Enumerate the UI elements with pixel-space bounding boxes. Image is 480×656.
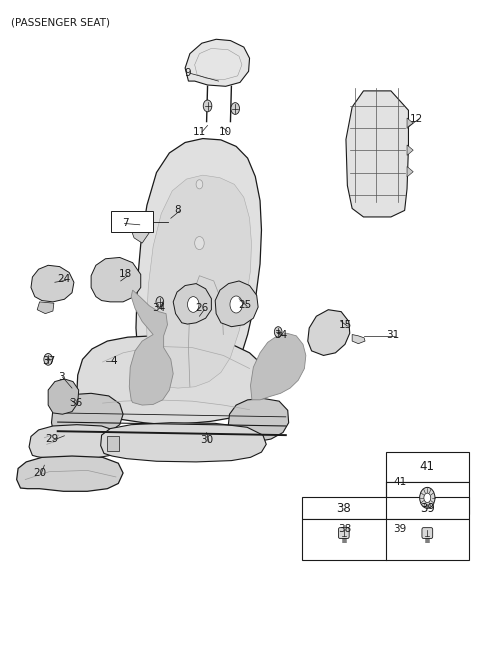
- Polygon shape: [29, 424, 123, 460]
- Circle shape: [195, 237, 204, 250]
- FancyBboxPatch shape: [422, 527, 432, 539]
- Text: 18: 18: [119, 270, 132, 279]
- Text: (PASSENGER SEAT): (PASSENGER SEAT): [11, 18, 110, 28]
- Text: 29: 29: [45, 434, 58, 444]
- Text: 26: 26: [195, 304, 208, 314]
- Text: 8: 8: [175, 205, 181, 215]
- Bar: [302, 497, 469, 519]
- Polygon shape: [31, 265, 74, 302]
- Polygon shape: [17, 456, 123, 491]
- Polygon shape: [425, 543, 429, 546]
- Circle shape: [275, 327, 282, 337]
- Text: 24: 24: [57, 274, 70, 284]
- Text: 38: 38: [338, 523, 352, 533]
- Text: 39: 39: [420, 502, 435, 515]
- Polygon shape: [308, 310, 350, 356]
- Text: 41: 41: [420, 461, 435, 474]
- Polygon shape: [129, 290, 173, 405]
- Bar: [385, 482, 469, 514]
- Circle shape: [188, 297, 199, 312]
- Polygon shape: [131, 218, 149, 243]
- Circle shape: [196, 180, 203, 189]
- Text: 11: 11: [193, 127, 206, 137]
- Text: 31: 31: [386, 329, 399, 340]
- Polygon shape: [185, 39, 250, 87]
- Bar: [385, 452, 469, 482]
- Text: 4: 4: [110, 356, 117, 365]
- Polygon shape: [51, 394, 123, 436]
- Polygon shape: [407, 145, 413, 155]
- Polygon shape: [407, 118, 413, 129]
- Text: 9: 9: [184, 68, 191, 78]
- Polygon shape: [101, 422, 266, 462]
- Polygon shape: [228, 399, 288, 441]
- Circle shape: [44, 354, 52, 365]
- Polygon shape: [195, 49, 242, 80]
- Text: 12: 12: [410, 114, 423, 124]
- Polygon shape: [37, 302, 54, 314]
- Polygon shape: [342, 543, 346, 546]
- Bar: [302, 519, 469, 560]
- Text: 39: 39: [393, 523, 407, 533]
- Text: 15: 15: [338, 319, 352, 330]
- Text: 30: 30: [200, 436, 213, 445]
- Polygon shape: [407, 167, 413, 177]
- Polygon shape: [251, 333, 306, 400]
- Polygon shape: [91, 257, 141, 302]
- Polygon shape: [215, 281, 258, 327]
- Bar: [342, 537, 346, 543]
- Text: 25: 25: [238, 300, 252, 310]
- Bar: [111, 211, 153, 232]
- Circle shape: [156, 297, 164, 307]
- Polygon shape: [48, 379, 79, 414]
- Bar: [425, 537, 429, 543]
- Polygon shape: [173, 283, 211, 324]
- Text: 20: 20: [33, 468, 46, 478]
- Text: 37: 37: [43, 356, 56, 365]
- Text: 36: 36: [69, 398, 82, 408]
- Text: 7: 7: [122, 218, 129, 228]
- Polygon shape: [352, 335, 365, 344]
- Polygon shape: [346, 91, 408, 217]
- Polygon shape: [77, 336, 266, 424]
- Polygon shape: [146, 175, 252, 398]
- Text: 10: 10: [219, 127, 232, 137]
- Polygon shape: [136, 138, 262, 403]
- Text: 3: 3: [58, 372, 64, 382]
- Text: 34: 34: [274, 329, 287, 340]
- Circle shape: [420, 487, 435, 508]
- Circle shape: [231, 102, 240, 114]
- Text: 34: 34: [152, 304, 166, 314]
- Circle shape: [203, 100, 212, 112]
- Text: 38: 38: [336, 502, 351, 515]
- Bar: [108, 436, 119, 451]
- Circle shape: [230, 296, 242, 313]
- Text: 41: 41: [393, 476, 407, 487]
- FancyBboxPatch shape: [338, 527, 349, 539]
- Circle shape: [424, 493, 431, 502]
